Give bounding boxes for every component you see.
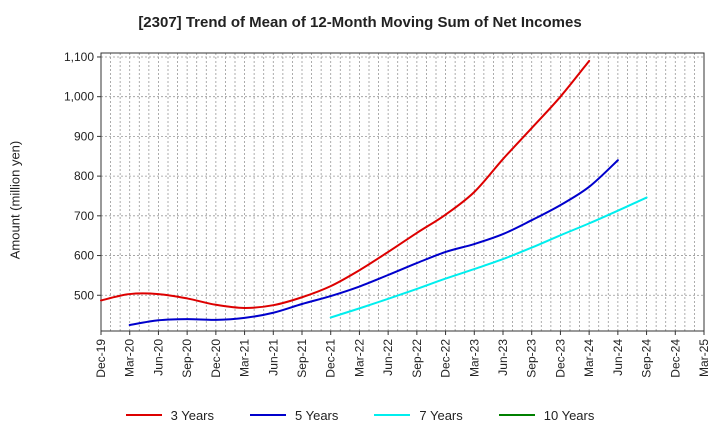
y-tick-label: 800 [74,169,94,183]
x-tick-label: Mar-25 [697,339,711,377]
x-tick-label: Sep-20 [180,339,194,378]
x-tick-label: Jun-22 [381,339,395,376]
y-axis-label-box: Amount (million yen) [5,120,25,280]
legend-swatch-3-years [125,414,162,416]
x-tick-label: Sep-21 [295,339,309,378]
legend-swatch-5-years [250,414,286,416]
legend-item-10-years: 10 Years [498,407,595,423]
legend-swatch-7-years [374,414,411,416]
x-tick-label: Dec-24 [668,339,682,378]
x-tick-label: Mar-20 [123,339,137,377]
plot-border [100,52,705,332]
x-tick-label: Dec-20 [209,339,223,378]
chart-title: [2307] Trend of Mean of 12-Month Moving … [138,14,582,31]
y-tick-label: 1,000 [64,90,94,104]
y-axis-label: Amount (million yen) [7,140,23,260]
series-line-7-years [329,196,648,319]
x-tick-label: Mar-22 [352,339,366,377]
x-tick-label: Dec-21 [324,339,338,378]
x-tick-label: Jun-23 [496,339,510,376]
legend-swatch-10-years [498,414,535,416]
x-tick-label: Mar-24 [582,339,596,377]
series-line-5-years [128,159,619,327]
x-tick-label: Mar-21 [238,339,252,377]
y-tick-label: 700 [74,209,94,223]
x-tick-label: Jun-21 [266,339,280,376]
plot-area [101,53,704,331]
x-tick-label: Sep-23 [525,339,539,378]
y-tick-label: 600 [74,249,94,263]
legend: 3 Years 5 Years 7 Years 10 Years [0,404,720,426]
series-line-3-years [100,59,591,309]
x-tick-label: Mar-23 [467,339,481,377]
x-tick-label: Sep-24 [640,339,654,378]
x-tick-label: Jun-20 [151,339,165,376]
legend-label-5-years: 5 Years [295,407,339,423]
legend-label-10-years: 10 Years [543,407,595,423]
y-tick-label: 500 [74,288,94,302]
y-tick-label: 900 [74,129,94,143]
legend-label-3-years: 3 Years [170,407,214,423]
y-tick-label: 1,100 [64,50,94,64]
legend-label-7-years: 7 Years [419,407,463,423]
x-tick-label: Dec-22 [439,339,453,378]
x-tick-label: Jun-24 [611,339,625,376]
legend-item-5-years: 5 Years [250,408,338,423]
x-tick-label: Dec-19 [94,339,108,378]
legend-item-7-years: 7 Years [374,407,463,423]
legend-item-3-years: 3 Years [125,407,214,423]
x-tick-label: Sep-22 [410,339,424,378]
x-tick-label: Dec-23 [553,339,567,378]
